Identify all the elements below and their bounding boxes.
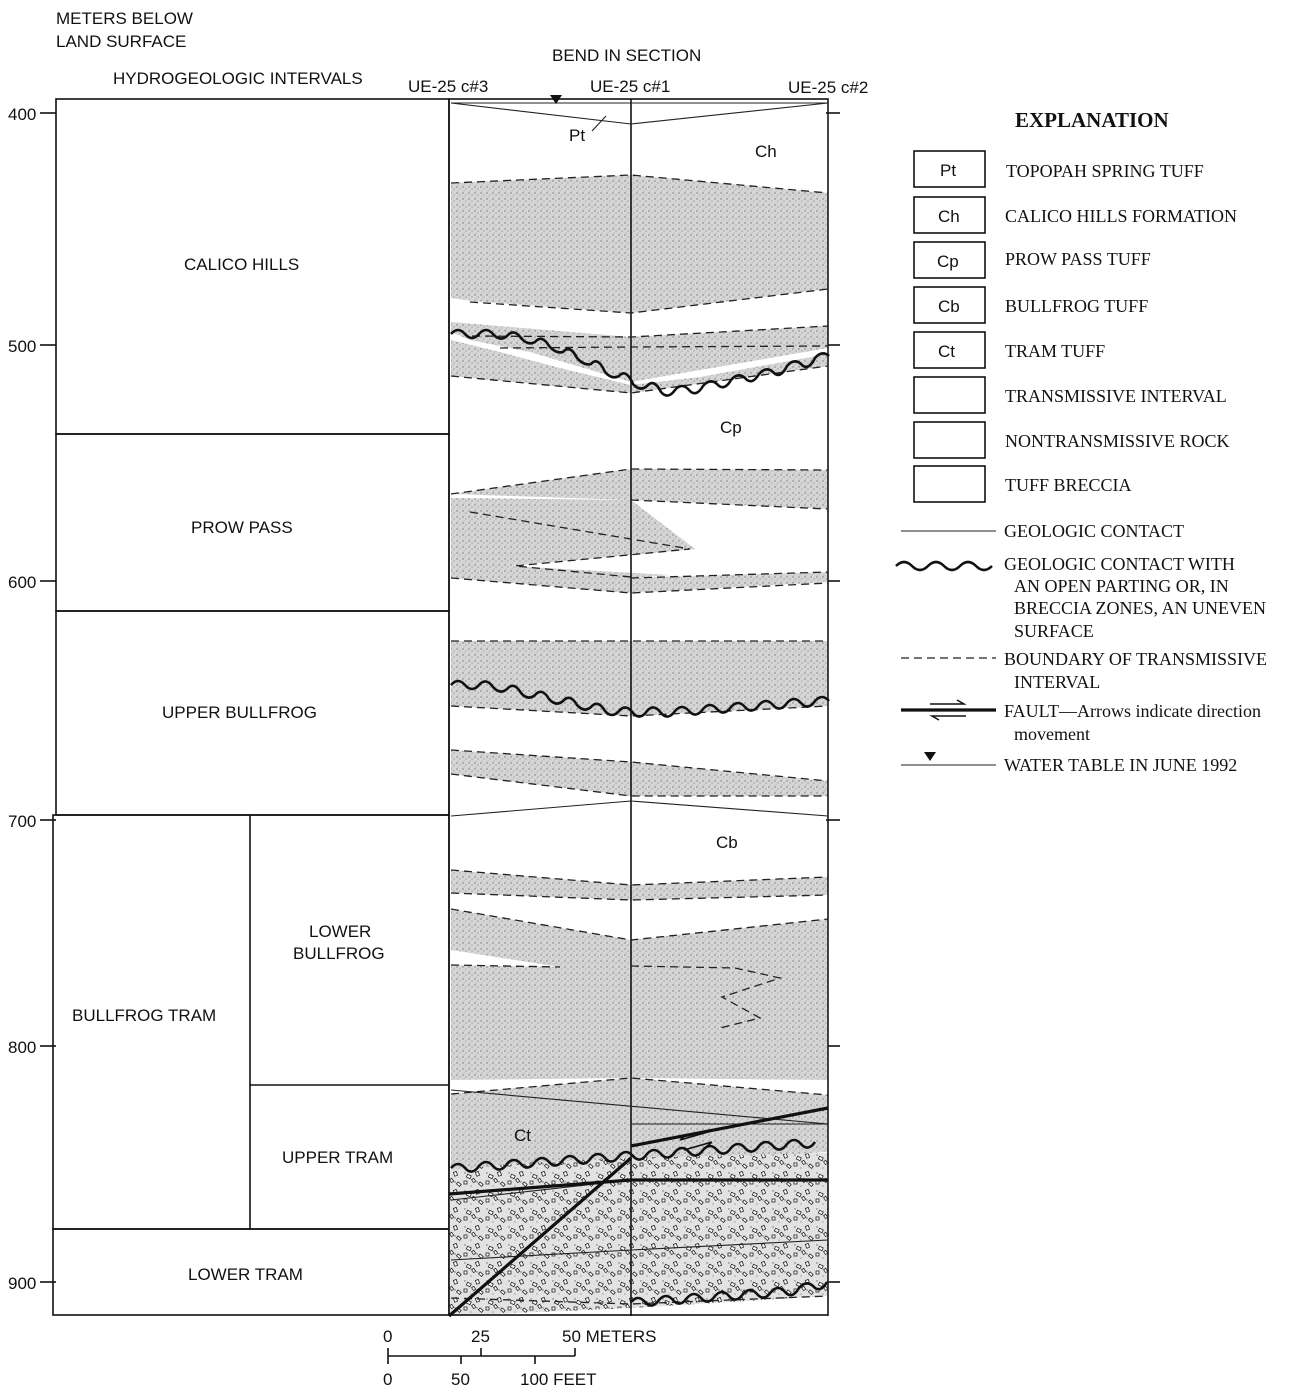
interval-upper-tram: UPPER TRAM: [282, 1148, 393, 1167]
scale-meters-0: 0: [383, 1327, 392, 1346]
scale-feet-0: 0: [383, 1370, 392, 1389]
label-ct: Ct: [514, 1126, 531, 1145]
legend-label-open-parting-4: SURFACE: [1014, 621, 1094, 641]
legend-code-cp: Cp: [937, 252, 959, 271]
legend-label-open-parting-1: GEOLOGIC CONTACT WITH: [1004, 554, 1235, 574]
legend-label-prow-pass: PROW PASS TUFF: [1005, 249, 1151, 269]
depth-axis-title-line2: LAND SURFACE: [56, 32, 186, 51]
scale-feet-100: 100 FEET: [520, 1370, 597, 1389]
label-cp: Cp: [720, 418, 742, 437]
legend-label-topopah: TOPOPAH SPRING TUFF: [1006, 161, 1204, 181]
legend-label-boundary-2: INTERVAL: [1014, 672, 1100, 692]
legend-label-nontransmissive: NONTRANSMISSIVE ROCK: [1005, 431, 1230, 451]
scale-bar: [387, 1348, 576, 1364]
legend-label-fault-2: movement: [1014, 724, 1090, 744]
legend-unit-boxes: [913, 150, 986, 503]
depth-tick-400: 400: [8, 105, 36, 124]
depth-tick-500: 500: [8, 337, 36, 356]
legend-label-water-table: WATER TABLE IN JUNE 1992: [1004, 755, 1237, 775]
interval-lower-tram: LOWER TRAM: [188, 1265, 303, 1284]
well-label-c2: UE-25 c#2: [788, 78, 868, 97]
legend-code-pt: Pt: [940, 161, 956, 180]
depth-tick-800: 800: [8, 1038, 36, 1057]
depth-tick-700: 700: [8, 812, 36, 831]
scale-meters-50: 50 METERS: [562, 1327, 656, 1346]
legend-label-tram: TRAM TUFF: [1005, 341, 1105, 361]
explanation-title: EXPLANATION: [1015, 108, 1169, 132]
scale-meters-25: 25: [471, 1327, 490, 1346]
legend-label-fault-1: FAULT—Arrows indicate direction: [1004, 701, 1261, 721]
interval-prow-pass: PROW PASS: [191, 518, 293, 537]
depth-tick-900: 900: [8, 1274, 36, 1293]
legend-label-breccia: TUFF BRECCIA: [1005, 475, 1132, 495]
legend-code-ch: Ch: [938, 207, 960, 226]
depth-tick-600: 600: [8, 573, 36, 592]
well-label-c1: UE-25 c#1: [590, 77, 670, 96]
legend-label-calico: CALICO HILLS FORMATION: [1005, 206, 1237, 226]
legend-label-open-parting-3: BRECCIA ZONES, AN UNEVEN: [1014, 598, 1266, 618]
depth-axis-title-line1: METERS BELOW: [56, 9, 193, 28]
legend-label-geologic-contact: GEOLOGIC CONTACT: [1004, 521, 1184, 541]
legend-code-ct: Ct: [938, 342, 955, 361]
legend-line-symbols: [895, 530, 996, 766]
label-ch: Ch: [755, 142, 777, 161]
legend-label-transmissive: TRANSMISSIVE INTERVAL: [1005, 386, 1227, 406]
interval-calico-hills: CALICO HILLS: [184, 255, 299, 274]
legend-label-bullfrog: BULLFROG TUFF: [1005, 296, 1148, 316]
scale-feet-50: 50: [451, 1370, 470, 1389]
interval-upper-bullfrog: UPPER BULLFROG: [162, 703, 317, 722]
interval-lower-bullfrog-line2: BULLFROG: [293, 944, 385, 963]
legend-label-boundary-1: BOUNDARY OF TRANSMISSIVE: [1004, 649, 1267, 669]
label-cb: Cb: [716, 833, 738, 852]
intervals-title: HYDROGEOLOGIC INTERVALS: [113, 69, 363, 88]
cross-section-panel: [447, 95, 830, 1318]
interval-bullfrog-tram: BULLFROG TRAM: [72, 1006, 216, 1025]
well-label-c3: UE-25 c#3: [408, 77, 488, 96]
legend-label-open-parting-2: AN OPEN PARTING OR, IN: [1014, 576, 1229, 596]
bend-in-section-label: BEND IN SECTION: [552, 46, 701, 65]
legend-code-cb: Cb: [938, 297, 960, 316]
interval-lower-bullfrog-line1: LOWER: [309, 922, 371, 941]
label-pt: Pt: [569, 126, 585, 145]
